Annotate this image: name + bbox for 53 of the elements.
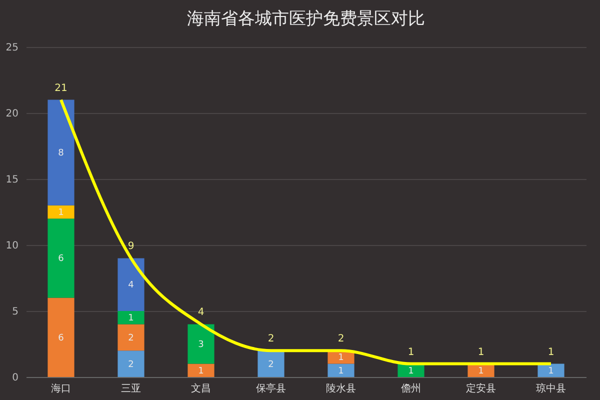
bar bbox=[118, 258, 144, 311]
x-tick-label: 琼中县 bbox=[536, 382, 566, 394]
x-tick-label: 文昌 bbox=[191, 382, 211, 394]
data-label: 3 bbox=[198, 340, 204, 350]
data-label: 9 bbox=[128, 241, 134, 252]
chart-title: 海南省各城市医护免费景区对比 bbox=[187, 9, 425, 29]
line-series bbox=[60, 98, 552, 366]
bar bbox=[118, 311, 144, 324]
bar bbox=[258, 350, 284, 377]
bar bbox=[48, 205, 74, 219]
data-label: 4 bbox=[128, 280, 134, 291]
data-label: 6 bbox=[58, 333, 64, 344]
data-label: 21 bbox=[54, 82, 68, 94]
bar bbox=[538, 364, 564, 377]
data-label: 2 bbox=[128, 333, 134, 344]
x-tick-label: 三亚 bbox=[121, 384, 141, 394]
x-tick-label: 定安县 bbox=[466, 382, 496, 394]
data-label: 2 bbox=[268, 360, 274, 370]
y-tick-label: 10 bbox=[6, 240, 18, 252]
x-tick-label: 保亭县 bbox=[256, 382, 286, 394]
y-tick-label: 5 bbox=[12, 306, 18, 318]
data-label: 1 bbox=[548, 346, 554, 358]
bar bbox=[118, 324, 144, 351]
y-tick-label: 20 bbox=[6, 108, 18, 120]
data-label: 4 bbox=[198, 307, 204, 318]
bar bbox=[48, 100, 74, 206]
y-tick-label: 25 bbox=[6, 42, 18, 54]
data-label: 2 bbox=[338, 334, 344, 345]
data-label: 1 bbox=[408, 346, 414, 358]
bar bbox=[328, 364, 354, 377]
x-tick-label: 儋州 bbox=[401, 382, 421, 394]
bar bbox=[48, 218, 74, 298]
data-label: 1 bbox=[338, 366, 344, 376]
data-label: 1 bbox=[58, 208, 64, 218]
data-label: 1 bbox=[478, 366, 484, 376]
y-tick-label: 0 bbox=[12, 372, 18, 384]
data-label: 1 bbox=[338, 353, 344, 364]
y-tick-label: 15 bbox=[6, 174, 18, 186]
x-tick-label: 陵水县 bbox=[326, 382, 356, 394]
x-tick-label: 海口 bbox=[51, 382, 71, 394]
data-label: 1 bbox=[478, 346, 484, 358]
data-label: 1 bbox=[128, 314, 134, 324]
data-label: 2 bbox=[128, 360, 134, 370]
data-label: 1 bbox=[198, 366, 204, 376]
data-label: 6 bbox=[58, 254, 64, 264]
data-label: 1 bbox=[548, 366, 554, 376]
data-label: 1 bbox=[408, 366, 414, 376]
data-label: 2 bbox=[268, 334, 274, 345]
bar bbox=[118, 350, 144, 377]
bar bbox=[48, 298, 74, 377]
bar bbox=[188, 324, 214, 364]
data-label: 8 bbox=[58, 148, 64, 159]
bar bbox=[188, 364, 214, 377]
